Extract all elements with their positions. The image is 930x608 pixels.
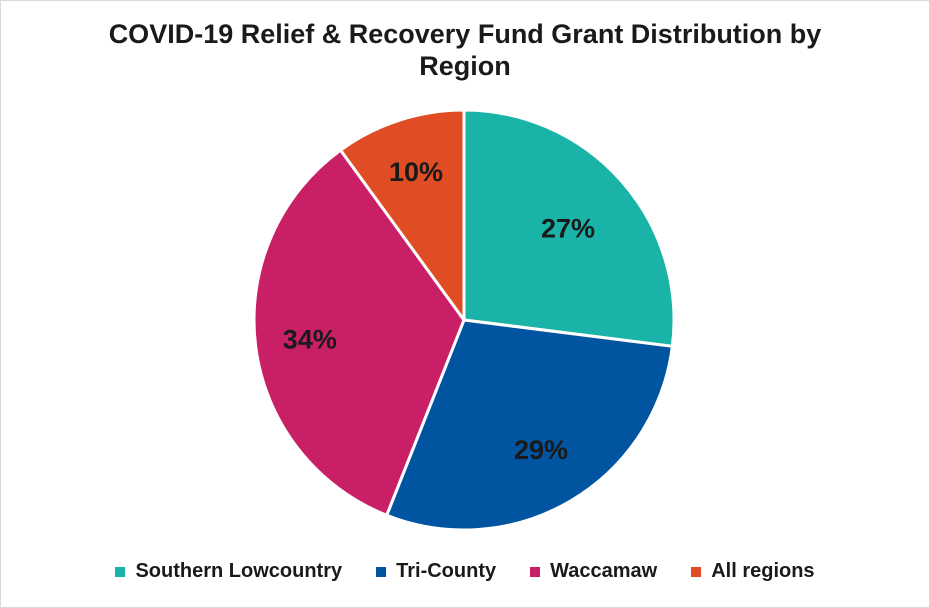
legend-label-tri-county: Tri-County [396, 560, 497, 582]
legend-label-all-regions: All regions [711, 560, 815, 582]
pie-slice-all-regions [339, 108, 466, 322]
legend-swatch-all-regions [691, 566, 702, 577]
legend-item-tri-county: Tri-County [376, 560, 496, 583]
legend-swatch-tri-county [376, 566, 387, 577]
pie-slice-tri-county [385, 318, 674, 532]
chart-title: COVID-19 Relief & Recovery Fund Grant Di… [0, 18, 930, 82]
pie-slice-waccamaw [252, 148, 466, 517]
legend-item-southern-lowcountry: Southern Lowcountry [115, 560, 342, 583]
legend-label-southern-lowcountry: Southern Lowcountry [135, 560, 343, 582]
legend-item-all-regions: All regions [691, 560, 815, 583]
pie-labels: 27% 29% 34% 10% [283, 157, 595, 465]
slice-label-all-regions: 10% [389, 157, 443, 187]
legend-swatch-waccamaw [530, 566, 541, 577]
chart-title-text: COVID-19 Relief & Recovery Fund Grant Di… [108, 19, 822, 81]
legend-item-waccamaw: Waccamaw [530, 560, 657, 583]
legend: Southern Lowcountry Tri-County Waccamaw … [0, 560, 930, 583]
slice-label-waccamaw: 34% [283, 324, 337, 354]
legend-swatch-southern-lowcountry [115, 566, 126, 577]
pie-slices [252, 108, 676, 532]
legend-label-waccamaw: Waccamaw [550, 560, 658, 582]
slice-label-tri-county: 29% [514, 435, 568, 465]
pie-slice-southern-lowcountry [462, 108, 676, 348]
slice-label-southern-lowcountry: 27% [541, 213, 595, 243]
